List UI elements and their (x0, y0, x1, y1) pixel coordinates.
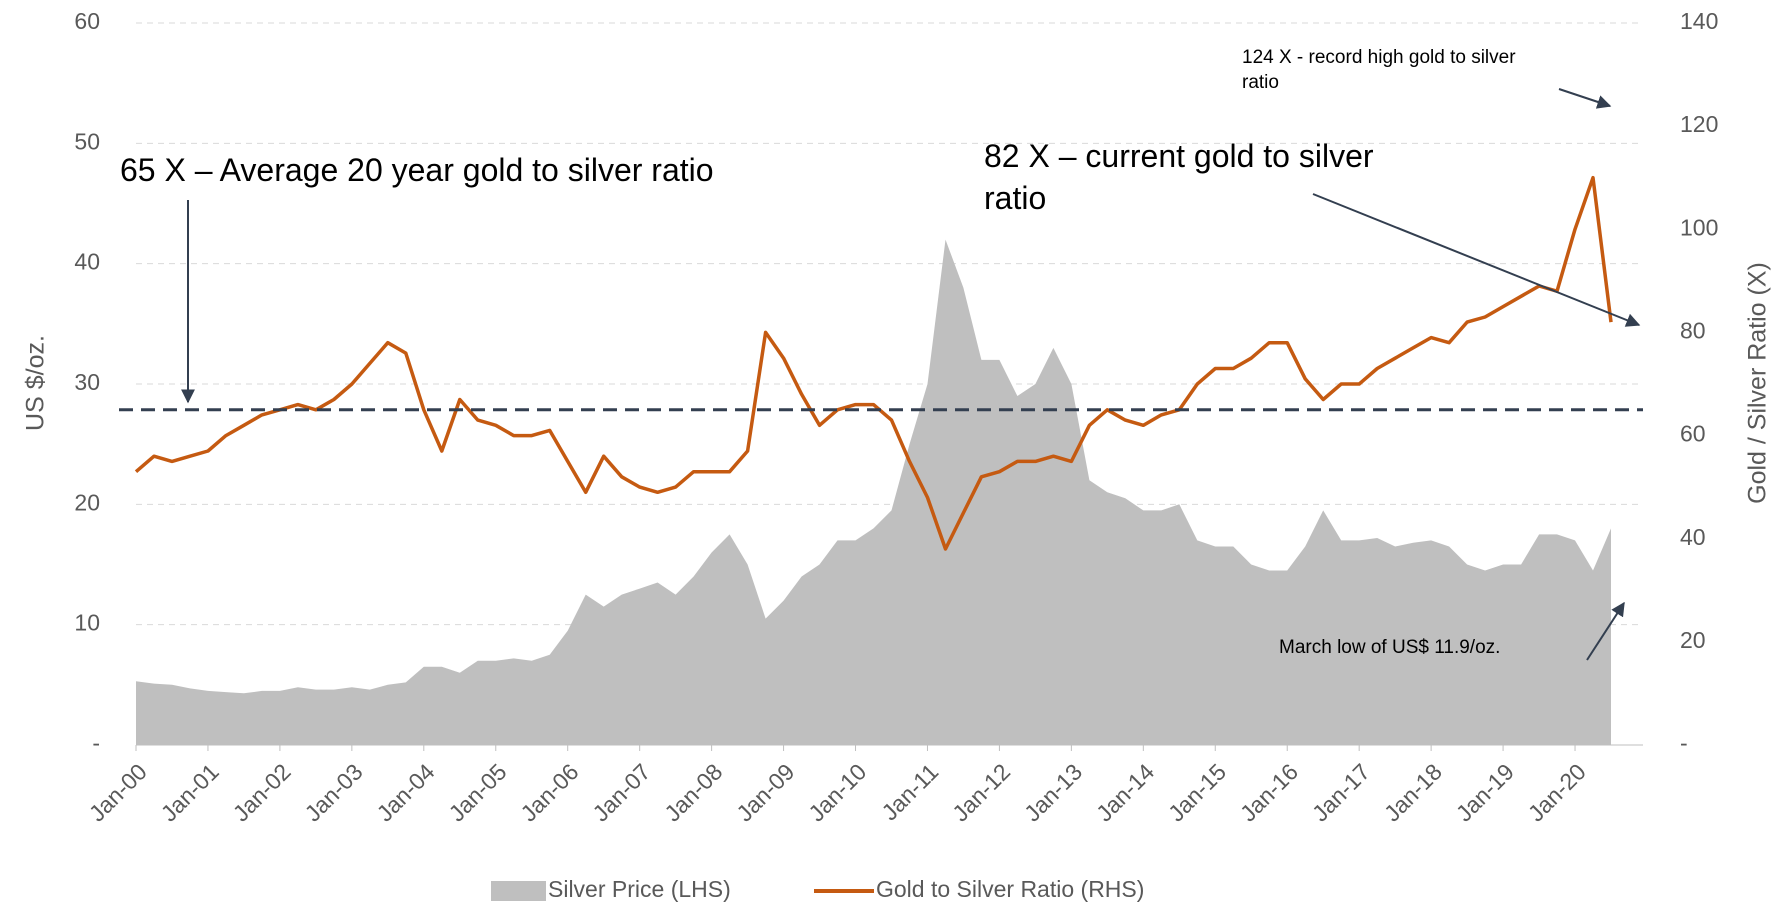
y2-tick-label: 120 (1680, 111, 1718, 137)
x-tick-label: Jan-17 (1307, 758, 1375, 826)
y2-tick-label: 100 (1680, 214, 1718, 240)
legend-label: Silver Price (LHS) (548, 876, 731, 902)
x-tick-label: Jan-09 (731, 758, 799, 826)
x-tick-label: Jan-06 (515, 758, 583, 826)
legend-label: Gold to Silver Ratio (RHS) (876, 876, 1144, 902)
x-tick-label: Jan-16 (1235, 758, 1303, 826)
y-tick-label: - (92, 730, 100, 756)
x-tick-label: Jan-01 (156, 758, 224, 826)
y-tick-label: 30 (74, 369, 100, 395)
x-tick-label: Jan-20 (1523, 758, 1591, 826)
y-tick-label: 60 (74, 8, 100, 34)
y-tick-label: 50 (74, 128, 100, 154)
x-tick-label: Jan-15 (1163, 758, 1231, 826)
x-tick-label: Jan-07 (587, 758, 655, 826)
y2-axis-title: Gold / Silver Ratio (X) (1744, 262, 1772, 504)
y-tick-label: 20 (74, 489, 100, 515)
x-tick-label: Jan-04 (372, 758, 440, 826)
y-tick-label: 10 (74, 610, 100, 636)
y-axis-title: US $/oz. (22, 335, 50, 431)
silver-area (136, 239, 1611, 745)
x-tick-label: Jan-03 (300, 758, 368, 826)
x-tick-label: Jan-12 (947, 758, 1015, 826)
legend-swatch (491, 881, 546, 901)
x-tick-label: Jan-13 (1019, 758, 1087, 826)
x-tick-label: Jan-02 (228, 758, 296, 826)
y2-tick-label: - (1680, 730, 1688, 756)
arrow (1558, 88, 1612, 109)
y2-tick-label: 60 (1680, 421, 1706, 447)
x-tick-label: Jan-10 (803, 758, 871, 826)
arrow (1312, 193, 1641, 327)
x-tick-label: Jan-11 (876, 758, 943, 825)
y2-tick-label: 40 (1680, 524, 1706, 550)
arrow (1586, 601, 1625, 661)
x-tick-label: Jan-05 (443, 758, 511, 826)
y2-tick-label: 80 (1680, 318, 1706, 344)
y2-tick-label: 20 (1680, 627, 1706, 653)
x-tick-label: Jan-08 (659, 758, 727, 826)
x-tick-label: Jan-18 (1379, 758, 1447, 826)
x-tick-label: Jan-14 (1091, 758, 1159, 826)
x-tick-label: Jan-00 (84, 758, 152, 826)
annotation: 65 X – Average 20 year gold to silver ra… (120, 152, 714, 188)
ratio-line (134, 175, 1613, 551)
y2-tick-label: 140 (1680, 8, 1718, 34)
annotation: 124 X - record high gold to silver ratio (1242, 47, 1516, 93)
annotation: 82 X – current gold to silver ratio (984, 138, 1374, 216)
annotation: March low of US$ 11.9/oz. (1279, 637, 1501, 658)
y-tick-label: 40 (74, 249, 100, 275)
x-tick-label: Jan-19 (1451, 758, 1519, 826)
